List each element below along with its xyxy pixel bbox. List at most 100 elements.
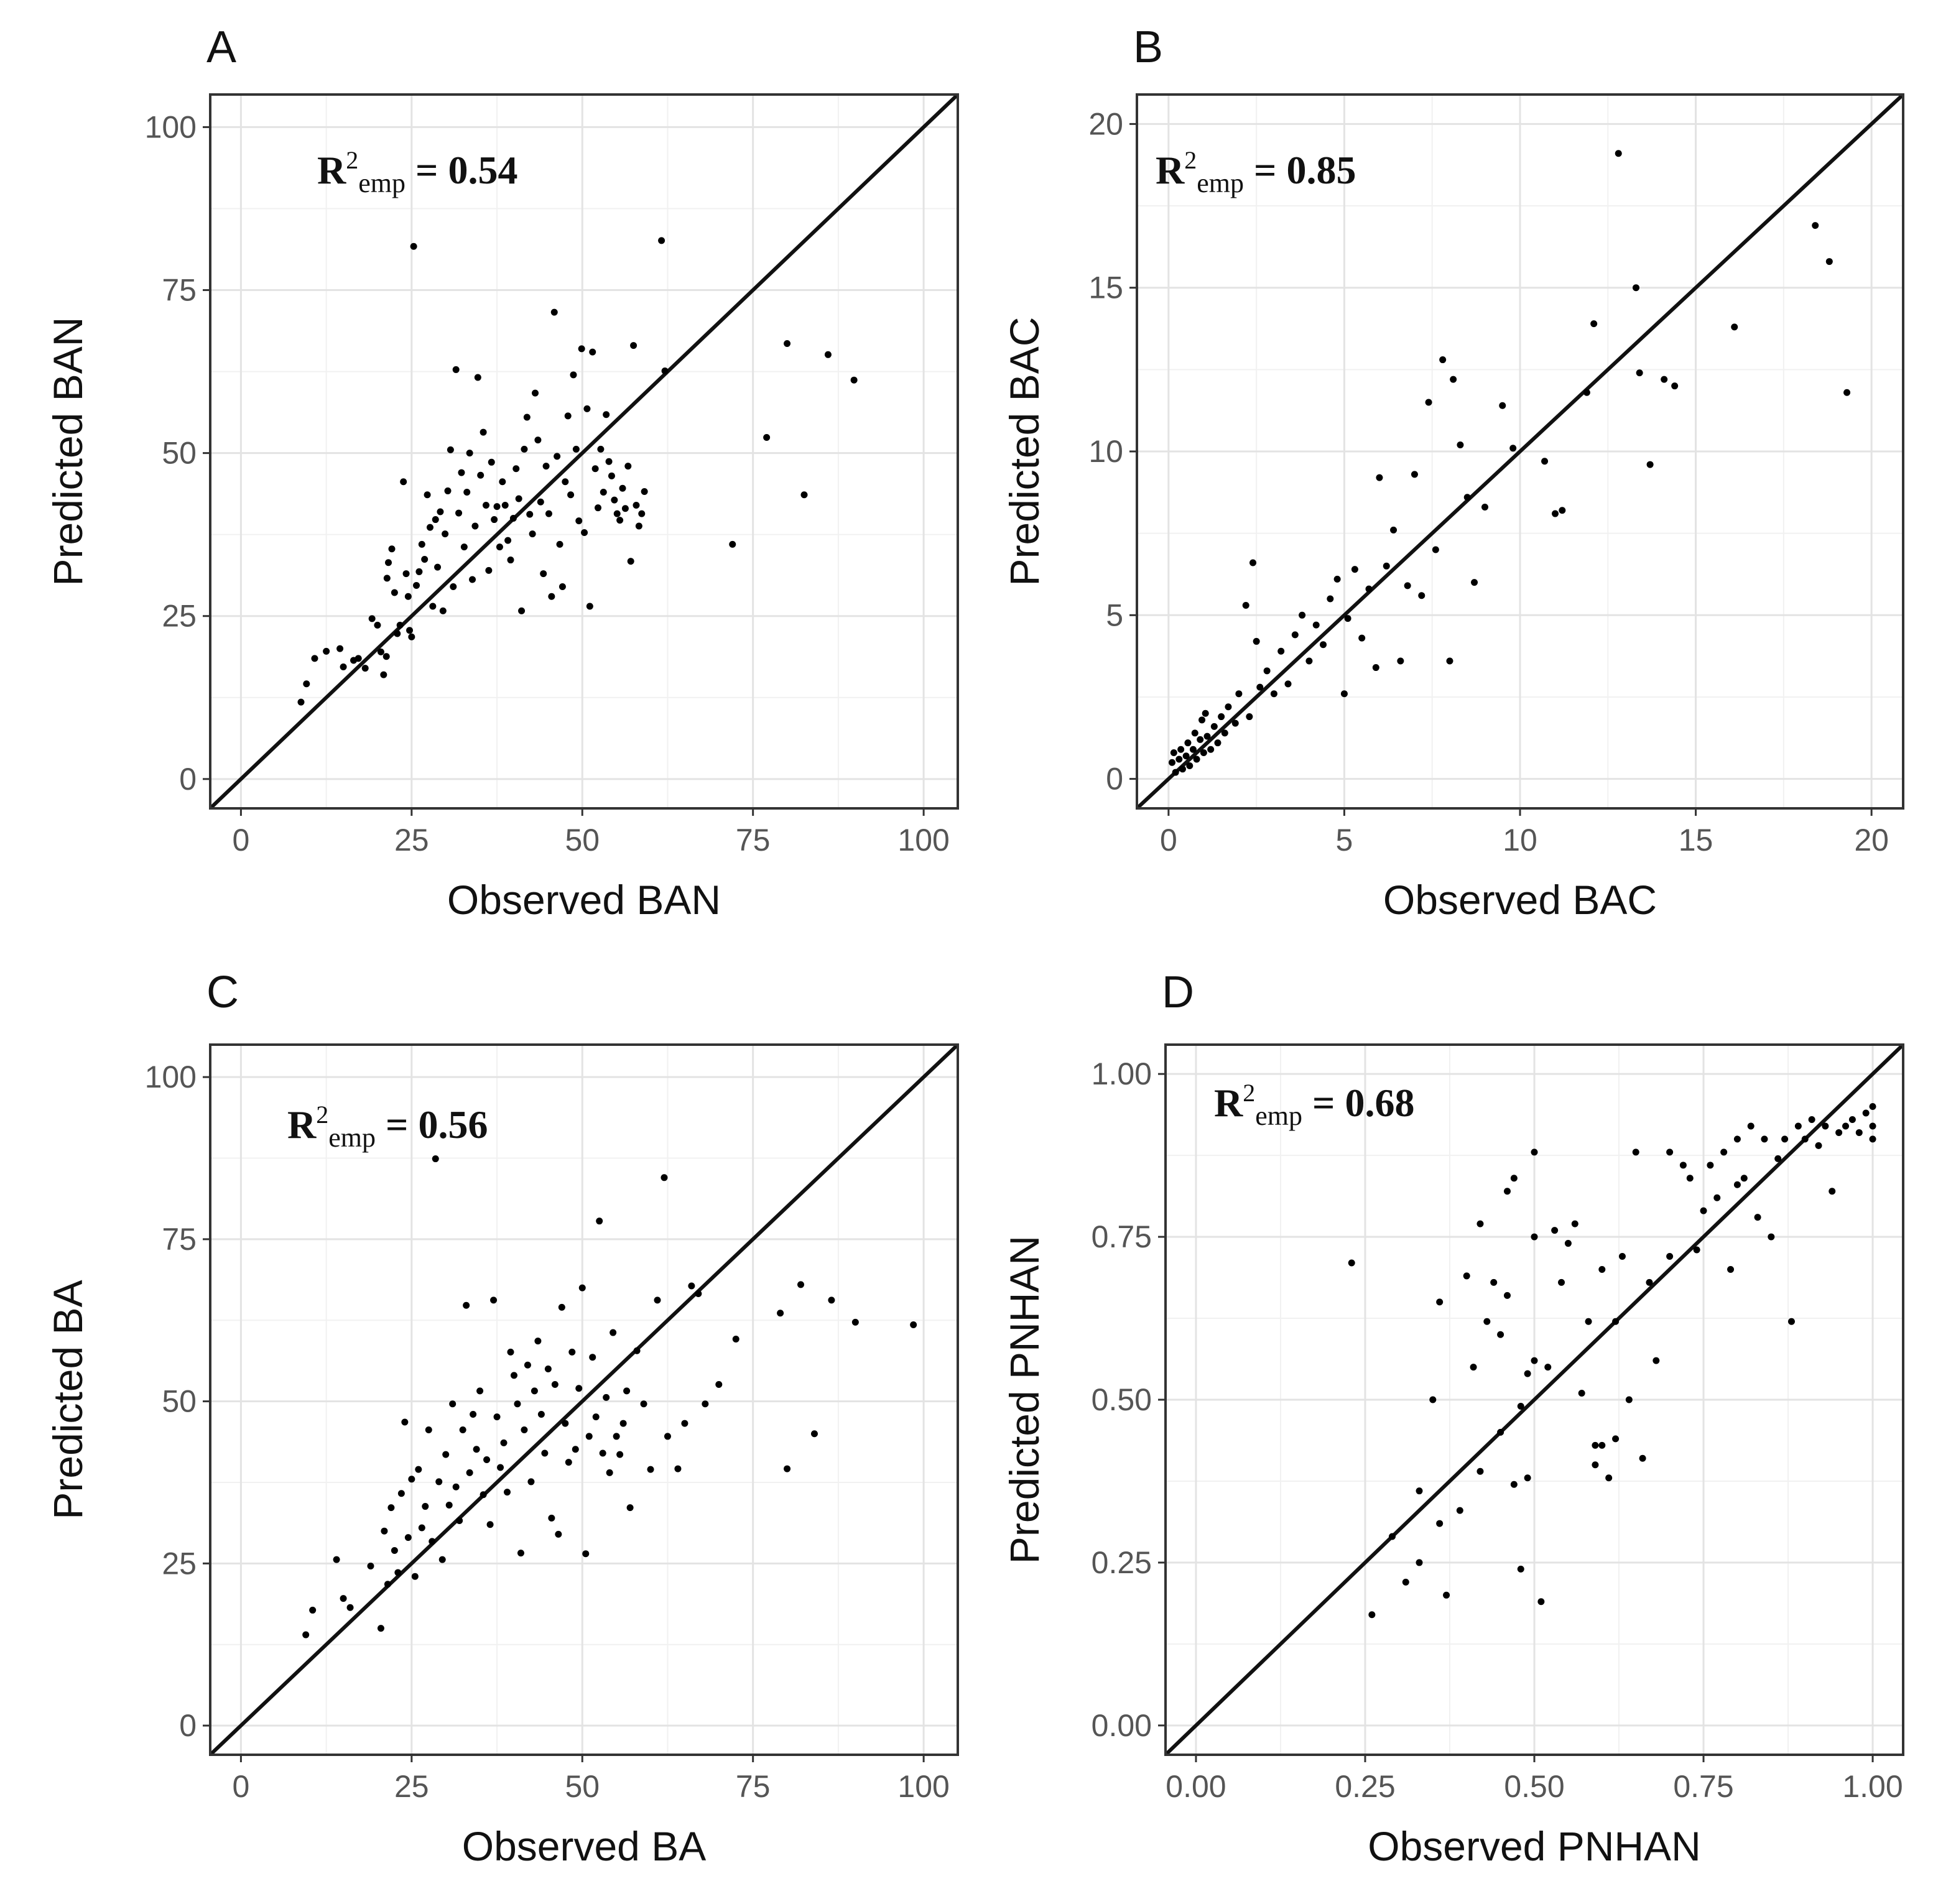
points <box>297 237 858 706</box>
y-axis-title: Predicted PNHAN <box>1001 1236 1047 1564</box>
data-point <box>1646 1278 1653 1286</box>
points <box>302 1155 917 1638</box>
data-point <box>1632 1148 1639 1156</box>
data-point <box>391 589 398 596</box>
data-point <box>1189 746 1197 753</box>
r2-annotation: R2emp = 0.68 <box>1214 1079 1414 1131</box>
data-point <box>555 1530 562 1538</box>
x-tick-label: 0 <box>1160 823 1177 857</box>
data-point <box>1787 1318 1795 1325</box>
y-tick-label: 0.50 <box>1092 1382 1152 1417</box>
data-point <box>1256 683 1264 691</box>
data-point <box>1551 1227 1559 1234</box>
y-tick-label: 0 <box>179 762 197 797</box>
data-point <box>626 1504 634 1512</box>
data-point <box>702 1400 709 1408</box>
data-point <box>483 1456 491 1463</box>
data-point <box>1210 723 1218 730</box>
data-point <box>1720 1148 1728 1156</box>
data-point <box>589 1354 596 1361</box>
data-point <box>529 530 536 538</box>
panel-letter: C <box>206 968 239 1017</box>
data-point <box>422 1503 429 1510</box>
data-point <box>1747 1122 1755 1130</box>
data-point <box>1191 729 1198 737</box>
data-point <box>504 1489 511 1496</box>
data-point <box>585 1433 593 1440</box>
data-point <box>470 1410 477 1418</box>
data-point <box>542 463 550 470</box>
data-point <box>621 505 629 512</box>
panel-a: 0 25 50 75 100 0 25 50 75 100 Observed BAN Predicte… <box>45 22 959 923</box>
data-point <box>340 663 347 670</box>
data-point <box>1179 765 1186 773</box>
data-point <box>1671 382 1679 390</box>
data-point <box>400 478 407 486</box>
data-point <box>387 1504 395 1512</box>
identity-line <box>210 95 958 808</box>
data-point <box>1524 1370 1531 1377</box>
data-point <box>1476 1467 1484 1475</box>
r2-subscript: emp <box>328 1122 376 1153</box>
data-point <box>445 1501 453 1509</box>
data-point <box>1661 376 1668 383</box>
data-point <box>1202 709 1209 717</box>
data-point <box>647 1466 654 1473</box>
r2-superscript: 2 <box>1184 146 1197 174</box>
data-point <box>1358 634 1366 642</box>
data-point <box>1537 1598 1545 1606</box>
data-point <box>517 1550 524 1557</box>
data-point <box>564 412 572 420</box>
x-tick-label: 0.50 <box>1504 1769 1564 1804</box>
x-tick-label: 100 <box>897 823 949 857</box>
x-tick-label: 50 <box>565 1769 600 1804</box>
data-point <box>597 445 605 453</box>
data-point <box>367 1563 374 1570</box>
panel-letter: B <box>1133 22 1163 72</box>
data-point <box>572 445 580 453</box>
data-point <box>715 1380 723 1388</box>
data-point <box>377 1625 384 1632</box>
data-point <box>1768 1233 1775 1241</box>
data-point <box>1524 1474 1531 1482</box>
data-point <box>575 1385 583 1392</box>
data-point <box>1198 716 1206 724</box>
data-point <box>1312 621 1320 629</box>
data-point <box>1425 399 1432 406</box>
data-point <box>537 498 544 506</box>
data-point <box>404 593 412 600</box>
data-point <box>1653 1357 1660 1364</box>
data-point <box>1707 1162 1714 1169</box>
data-point <box>1327 595 1334 603</box>
data-point <box>1411 471 1418 478</box>
x-tick-label: 10 <box>1503 823 1537 857</box>
data-point <box>1666 1148 1674 1156</box>
data-point <box>600 489 607 496</box>
data-point <box>540 570 547 578</box>
data-point <box>1476 1220 1484 1227</box>
data-point <box>1822 1122 1829 1130</box>
data-point <box>1700 1207 1707 1214</box>
data-point <box>1483 1318 1491 1325</box>
y-tick-label: 0.25 <box>1092 1545 1152 1580</box>
data-point <box>732 1335 739 1343</box>
data-point <box>824 351 832 358</box>
data-point <box>413 581 420 589</box>
data-point <box>1531 1233 1538 1241</box>
data-point <box>474 374 481 381</box>
data-point <box>1270 690 1277 698</box>
y-tick-label: 25 <box>162 1546 197 1581</box>
data-point <box>664 1433 671 1440</box>
data-point <box>562 1420 569 1427</box>
panel-b: 0 5 10 15 20 0 5 10 15 20 Observed BAC Predicted BA… <box>1001 22 1904 923</box>
x-tick-label: 0.00 <box>1166 1769 1226 1804</box>
data-point <box>473 1446 480 1453</box>
data-point <box>459 1426 466 1433</box>
data-point <box>323 647 330 655</box>
data-point <box>381 1527 388 1535</box>
data-point <box>1869 1103 1876 1111</box>
data-point <box>1544 1364 1552 1371</box>
r2-annotation: R2emp = 0.85 <box>1156 146 1356 198</box>
data-point <box>523 414 531 421</box>
